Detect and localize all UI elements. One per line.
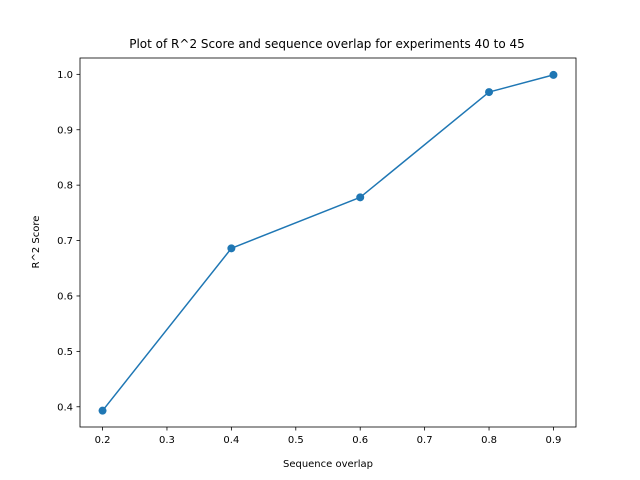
- data-point: [98, 406, 107, 415]
- x-tick-label: 0.4: [223, 435, 239, 446]
- y-tick-label: 0.9: [57, 125, 73, 136]
- x-tick-label: 0.6: [352, 435, 368, 446]
- x-tick-label: 0.5: [288, 435, 304, 446]
- x-tick-label: 0.8: [481, 435, 497, 446]
- y-tick-label: 0.8: [57, 181, 73, 192]
- y-tick-label: 1.0: [57, 70, 73, 81]
- data-point: [549, 70, 558, 79]
- y-tick-label: 0.7: [57, 236, 73, 247]
- x-axis-ticks: 0.2 0.3 0.4 0.5 0.6 0.7 0.8 0.9: [95, 427, 562, 446]
- series-line: [101, 74, 554, 412]
- y-tick-label: 0.4: [57, 402, 73, 413]
- y-axis-label: R^2 Score: [31, 216, 42, 269]
- data-point: [485, 88, 494, 97]
- x-tick-label: 0.3: [159, 435, 175, 446]
- y-axis-ticks: 0.4 0.5 0.6 0.7 0.8 0.9 1.0: [57, 70, 80, 413]
- chart-title: Plot of R^2 Score and sequence overlap f…: [129, 37, 525, 51]
- axes-frame: [79, 57, 577, 428]
- plot-area: [79, 57, 577, 428]
- y-tick-label: 0.5: [57, 347, 73, 358]
- x-tick-label: 0.7: [417, 435, 433, 446]
- data-point: [227, 244, 236, 253]
- y-tick-label: 0.6: [57, 291, 73, 302]
- x-tick-label: 0.2: [95, 435, 111, 446]
- x-tick-label: 0.9: [546, 435, 562, 446]
- x-axis-label: Sequence overlap: [283, 459, 373, 470]
- data-point: [356, 193, 365, 202]
